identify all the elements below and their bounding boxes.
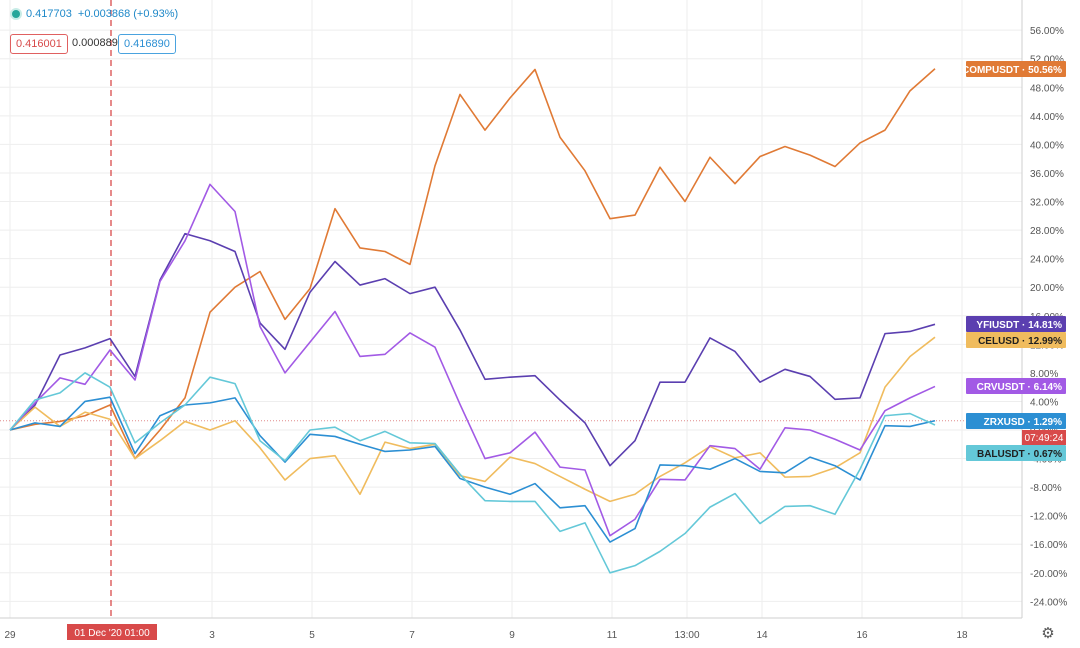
ask-button[interactable]: 0.416001 [10,34,68,54]
y-tick-label: -8.00% [1030,483,1062,494]
y-tick-label: 28.00% [1030,226,1064,237]
price-tag-bg [966,316,1066,332]
gear-icon[interactable]: ⚙ [1041,625,1055,642]
price-tag-compusdt: COMPUSDT · 50.56% [962,61,1066,77]
y-tick-label: -12.00% [1030,512,1067,523]
header-price: 0.417703 [26,8,72,20]
y-tick-label: 48.00% [1030,83,1064,94]
series-line-crvusdt [9,183,936,537]
price-tag-text: BALUSDT · 0.67% [977,449,1062,460]
x-tick-label: 14 [756,630,768,641]
price-tag-bg [966,61,1066,77]
series-line-zrxusd [9,396,936,543]
y-tick-label: 52.00% [1030,55,1064,66]
price-tag-bg [966,378,1066,394]
bid-button[interactable]: 0.416890 [118,34,176,54]
x-tick-label: 13:00 [674,630,699,641]
y-tick-label: -24.00% [1030,597,1067,608]
grid [0,0,1022,618]
x-tick-label: 16 [856,630,868,641]
live-dot-icon [12,10,20,18]
x-tick-label: 9 [509,630,515,641]
series-lines [0,0,1022,618]
y-tick-label: -20.00% [1030,569,1067,580]
y-tick-label: 8.00% [1030,369,1058,380]
price-tag-yfiusdt: YFIUSDT · 14.81% [966,316,1066,332]
x-tick-label: 5 [309,630,315,641]
spread-value: 0.000889 [72,37,118,49]
countdown-tag: 07:49:24 [1022,430,1066,445]
price-tag-text: CRVUSDT · 6.14% [977,382,1063,393]
price-tag-zrxusd: ZRXUSD · 1.29% [966,413,1066,429]
price-tag-bg [966,332,1066,348]
price-tag-text: ZRXUSD · 1.29% [984,417,1062,428]
countdown-text: 07:49:24 [1025,433,1064,444]
series-line-yfiusdt [9,232,936,467]
price-tag-bg [966,413,1066,429]
price-tag-text: YFIUSDT · 14.81% [976,320,1062,331]
price-tag-crvusdt: CRVUSDT · 6.14% [966,378,1066,394]
x-tick-label: 18 [956,630,968,641]
price-tag-celusd: CELUSD · 12.99% [966,332,1066,348]
price-tag-bg [966,445,1066,461]
price-tag-text: CELUSD · 12.99% [978,336,1062,347]
price-tag-text: COMPUSDT · 50.56% [962,65,1062,76]
x-tick-label: 7 [409,630,415,641]
x-tick-label: 29 [4,630,16,641]
header-change: +0.003868 (+0.93%) [77,8,179,20]
series-line-compusdt [9,68,936,460]
y-tick-label: 24.00% [1030,255,1064,266]
y-tick-label: 40.00% [1030,140,1064,151]
y-tick-label: 4.00% [1030,397,1058,408]
y-tick-label: 56.00% [1030,26,1064,37]
y-tick-label: 36.00% [1030,169,1064,180]
series-line-celusd [9,336,936,503]
price-tag-balusdt: BALUSDT · 0.67% [966,445,1066,461]
x-tick-label: 3 [209,630,215,641]
y-tick-label: 44.00% [1030,112,1064,123]
y-tick-label: -16.00% [1030,540,1067,551]
crosshair-date-text: 01 Dec '20 01:00 [74,628,150,639]
x-tick-label: 11 [607,630,618,641]
price-scale-labels: COMPUSDT · 50.56% YFIUSDT · 14.81% CELUSD … [67,61,1066,640]
y-tick-label: 20.00% [1030,283,1064,294]
header-quote: 0.417703 +0.003868 (+0.93%) [12,8,178,20]
y-tick-label: 32.00% [1030,198,1064,209]
crosshair-date-tag: 01 Dec '20 01:00 [67,624,157,640]
series-line-balusdt [9,372,936,574]
